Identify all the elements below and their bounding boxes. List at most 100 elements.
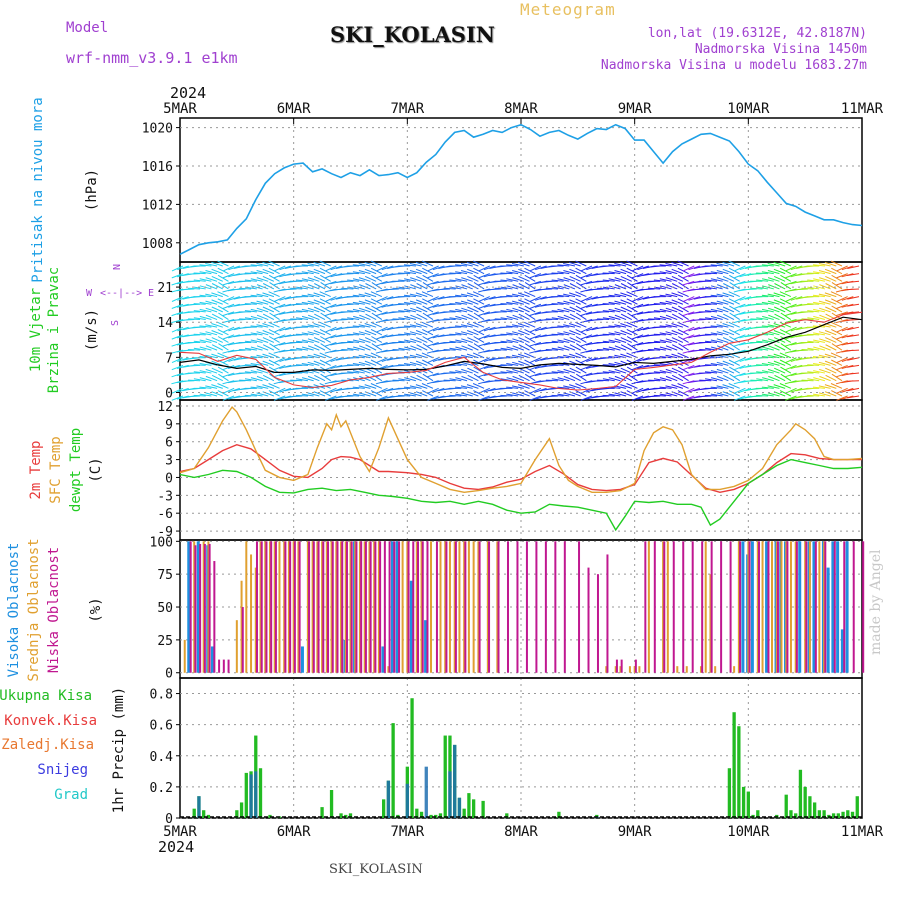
wind-barb: [404, 315, 417, 321]
wind-barb: [506, 332, 519, 336]
wind-barb: [722, 360, 735, 366]
wind-barb: [290, 318, 303, 321]
wind-barb: [353, 315, 365, 321]
wind-barb: [761, 370, 774, 374]
wind-barb: [483, 265, 496, 271]
wind-barb: [682, 303, 695, 309]
wind-barb: [325, 357, 337, 364]
wind-barb: [569, 374, 581, 382]
wind-barb: [427, 296, 439, 302]
wind-barb: [767, 331, 780, 336]
wind-barb: [683, 326, 695, 333]
wind-barb: [296, 347, 309, 351]
wind-barb: [506, 377, 519, 382]
wind-barb: [768, 284, 780, 290]
wind-barb: [836, 265, 848, 272]
wind-barb: [620, 313, 632, 320]
wind-barb: [831, 298, 843, 305]
wind-barb: [517, 261, 530, 267]
wind-barb: [818, 361, 831, 366]
wind-barb: [250, 346, 263, 351]
wind-barb: [364, 306, 377, 313]
wind-barb: [620, 360, 632, 366]
wind-barb: [218, 312, 229, 320]
wind-barb: [824, 261, 837, 267]
wind-barb: [410, 338, 422, 343]
low-cloud-bar: [814, 541, 817, 673]
wind-barb: [575, 328, 587, 336]
mid-cloud-bar: [254, 567, 257, 673]
wind-barb: [648, 273, 661, 275]
low-cloud-bar: [748, 541, 751, 673]
wind-barb: [341, 303, 354, 306]
wind-barb: [256, 293, 269, 298]
wind-barb: [518, 306, 530, 313]
cloud-ylabel-1: Visoka Oblacnost: [6, 543, 22, 678]
wind-barb: [177, 265, 189, 271]
wind-barb: [716, 270, 729, 275]
wind-barb: [506, 363, 519, 366]
low-cloud-bar: [620, 659, 623, 673]
wind-barb: [512, 361, 524, 366]
wind-barb: [506, 315, 519, 321]
wind-barb: [831, 281, 843, 290]
wind-barb: [784, 311, 797, 317]
wind-barb: [756, 303, 769, 305]
wind-barb: [364, 353, 377, 359]
wind-barb: [716, 300, 729, 305]
wind-barb: [370, 383, 383, 389]
wind-barb: [716, 338, 729, 343]
wind-barb: [813, 271, 825, 275]
wind-barb: [551, 340, 564, 343]
wind-barb: [199, 377, 212, 382]
wind-barb: [597, 273, 610, 275]
wind-barb: [416, 344, 428, 351]
wind-barb: [218, 373, 229, 382]
wind-barb: [734, 303, 746, 309]
wind-barb: [818, 392, 831, 397]
wind-barb: [199, 393, 212, 397]
temp-ylabel-2: SFC Temp: [48, 436, 64, 503]
wind-barb: [779, 390, 792, 397]
wind-barb: [415, 261, 428, 267]
wind-barb: [358, 361, 371, 366]
wind-barb: [358, 324, 371, 328]
wind-barb: [205, 361, 218, 366]
wind-barb: [631, 387, 644, 394]
wind-barb: [575, 291, 587, 298]
wind-barb: [734, 364, 746, 371]
wind-barb: [847, 364, 860, 368]
precip-ylabel: 1hr Precip (mm): [111, 687, 127, 813]
wind-barb: [500, 317, 513, 321]
wind-barb: [728, 328, 740, 336]
wind-barb: [665, 293, 678, 298]
wind-barb: [269, 312, 280, 320]
wind-barb: [211, 374, 223, 382]
ytick-label: 0.6: [150, 719, 173, 734]
wind-barb: [320, 281, 331, 290]
wind-barb: [807, 286, 820, 290]
wind-barb: [576, 373, 587, 382]
wind-barb: [642, 288, 655, 291]
wind-barb: [222, 341, 235, 347]
wind-barb: [268, 291, 280, 298]
wind-barb: [631, 265, 644, 272]
wind-barb: [773, 360, 786, 366]
wind-barb: [733, 372, 746, 378]
wind-barb: [819, 338, 831, 343]
footer-station: SKI_KOLASIN: [329, 862, 423, 877]
mid-cloud-bar: [785, 541, 788, 673]
wind-barb: [841, 265, 854, 271]
wind-barb: [473, 328, 485, 336]
cloud-unit-label: (%): [88, 597, 104, 622]
mid-cloud-bar: [458, 541, 461, 673]
wind-barb: [347, 317, 360, 321]
wind-barb: [199, 370, 212, 374]
wind-barb: [427, 303, 439, 309]
wind-barb: [768, 345, 780, 351]
wind-barb: [665, 338, 678, 343]
wind-barb: [620, 261, 632, 267]
wind-barb: [301, 308, 314, 313]
wind-barb: [467, 299, 479, 305]
low-cloud-bar: [644, 541, 647, 673]
